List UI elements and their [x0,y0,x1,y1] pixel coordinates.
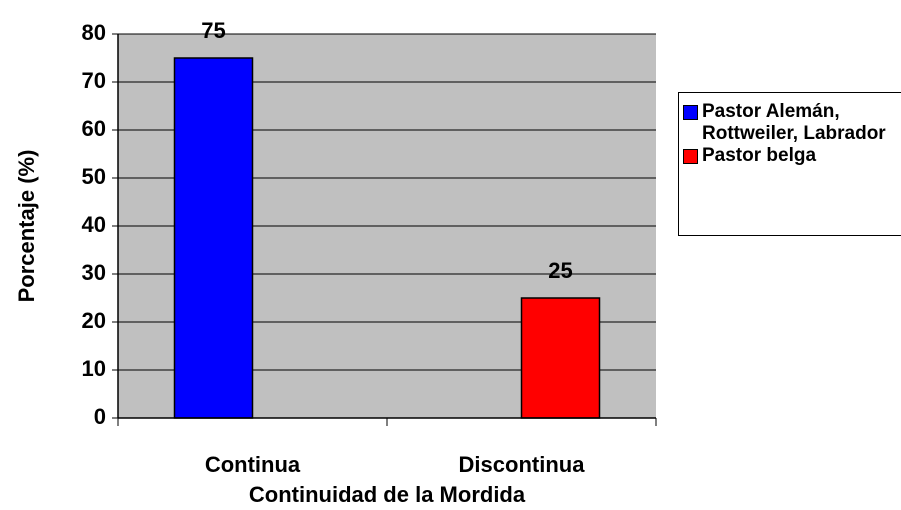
legend-label: Pastor Alemán, Rottweiler, Labrador [702,101,886,144]
legend-swatch [683,105,698,120]
y-axis-title: Porcentaje (%) [14,150,39,303]
data-label: 25 [548,258,572,283]
y-tick-label: 40 [82,212,106,237]
legend-item: Pastor belga [683,145,901,167]
y-tick-label: 20 [82,308,106,333]
legend-item: Pastor Alemán, Rottweiler, Labrador [683,101,901,145]
y-tick-label: 10 [82,356,106,381]
legend: Pastor Alemán, Rottweiler, Labrador Pasto… [678,92,901,236]
data-label: 75 [201,18,225,43]
legend-swatch [683,149,698,164]
legend-label: Pastor belga [702,145,817,166]
y-tick-label: 70 [82,68,106,93]
x-tick-label: Continua [205,452,301,477]
y-tick-label: 50 [82,164,106,189]
y-tick-label: 80 [82,20,106,45]
bar [173,57,254,419]
bar [520,297,601,419]
y-tick-label: 0 [94,404,106,429]
x-tick-label: Discontinua [459,452,586,477]
y-tick-label: 30 [82,260,106,285]
y-tick-label: 60 [82,116,106,141]
x-axis-title: Continuidad de la Mordida [249,482,526,507]
